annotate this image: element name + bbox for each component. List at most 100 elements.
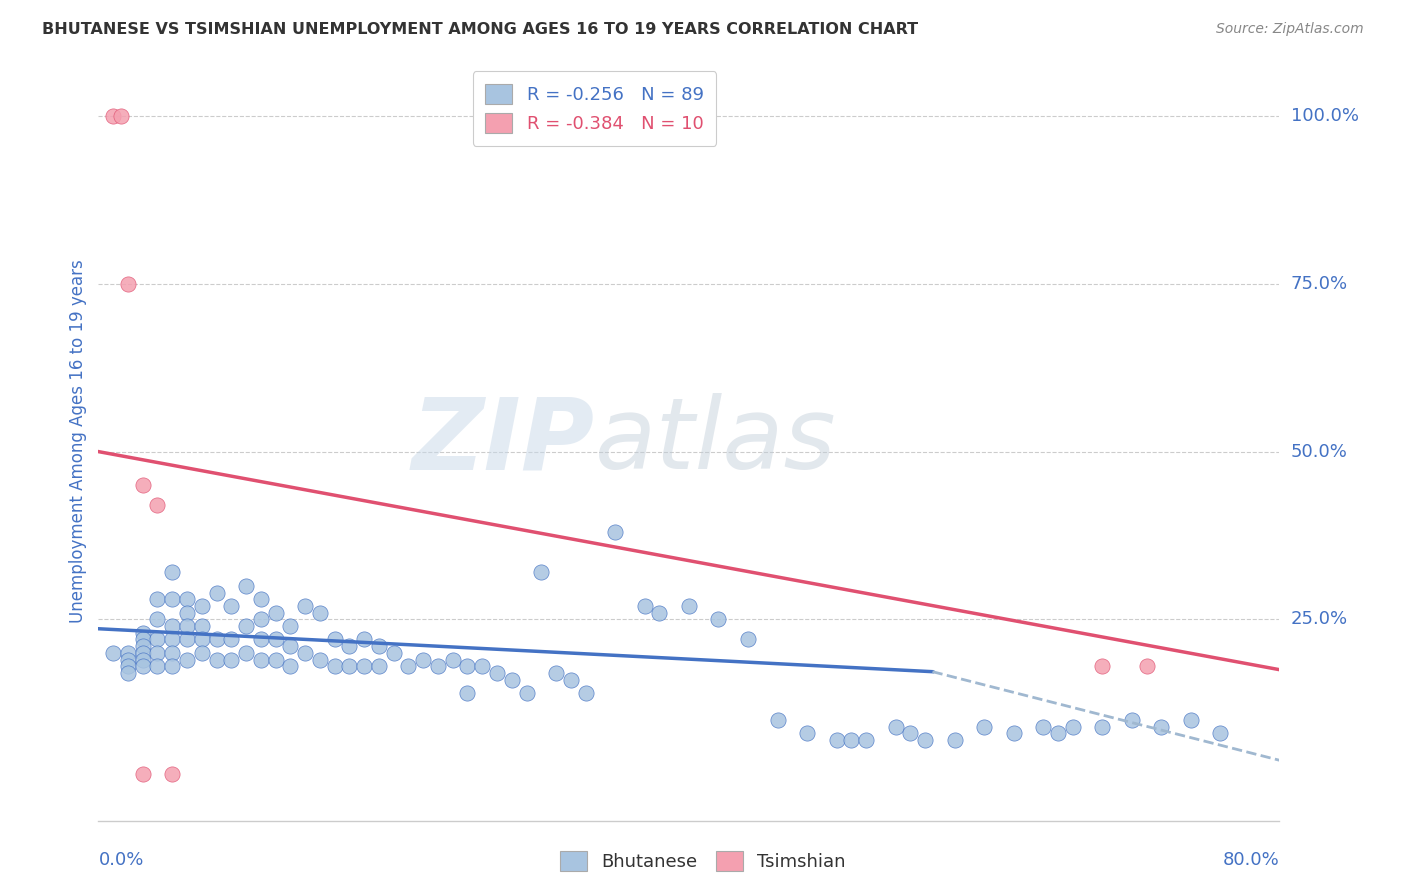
Point — [221, 599, 243, 613]
Point — [250, 632, 273, 647]
Point — [146, 612, 169, 626]
Point — [221, 632, 243, 647]
Point — [235, 646, 257, 660]
Point — [427, 659, 450, 673]
Point — [855, 733, 877, 747]
Point — [280, 619, 302, 633]
Point — [176, 632, 198, 647]
Point — [841, 733, 863, 747]
Point — [678, 599, 700, 613]
Point — [382, 646, 405, 660]
Point — [221, 652, 243, 666]
Point — [546, 666, 568, 681]
Point — [486, 666, 509, 681]
Point — [280, 659, 302, 673]
Point — [205, 652, 228, 666]
Text: 75.0%: 75.0% — [1291, 275, 1348, 293]
Legend: Bhutanese, Tsimshian: Bhutanese, Tsimshian — [553, 844, 853, 879]
Text: 50.0%: 50.0% — [1291, 442, 1347, 460]
Point — [280, 639, 302, 653]
Point — [501, 673, 523, 687]
Point — [191, 619, 214, 633]
Point — [162, 566, 183, 580]
Point — [264, 632, 287, 647]
Point — [884, 720, 907, 734]
Legend: R = -0.256   N = 89, R = -0.384   N = 10: R = -0.256 N = 89, R = -0.384 N = 10 — [472, 71, 717, 145]
Point — [176, 592, 198, 607]
Point — [339, 639, 361, 653]
Point — [825, 733, 848, 747]
Text: atlas: atlas — [595, 393, 837, 490]
Point — [737, 632, 759, 647]
Point — [457, 686, 479, 700]
Point — [176, 606, 198, 620]
Point — [103, 646, 125, 660]
Point — [294, 599, 316, 613]
Point — [1002, 726, 1025, 740]
Point — [250, 592, 273, 607]
Point — [264, 606, 287, 620]
Text: 25.0%: 25.0% — [1291, 610, 1348, 628]
Point — [132, 639, 155, 653]
Point — [117, 277, 139, 291]
Text: BHUTANESE VS TSIMSHIAN UNEMPLOYMENT AMONG AGES 16 TO 19 YEARS CORRELATION CHART: BHUTANESE VS TSIMSHIAN UNEMPLOYMENT AMON… — [42, 22, 918, 37]
Point — [339, 659, 361, 673]
Point — [132, 632, 155, 647]
Point — [1150, 720, 1173, 734]
Point — [162, 592, 183, 607]
Point — [368, 639, 391, 653]
Text: 80.0%: 80.0% — [1223, 851, 1279, 869]
Point — [471, 659, 494, 673]
Point — [110, 109, 132, 123]
Point — [575, 686, 598, 700]
Point — [176, 652, 198, 666]
Point — [191, 632, 214, 647]
Text: Source: ZipAtlas.com: Source: ZipAtlas.com — [1216, 22, 1364, 37]
Point — [264, 652, 287, 666]
Point — [162, 619, 183, 633]
Text: ZIP: ZIP — [412, 393, 595, 490]
Point — [103, 109, 125, 123]
Point — [353, 659, 375, 673]
Point — [162, 659, 183, 673]
Point — [900, 726, 922, 740]
Point — [766, 713, 789, 727]
Point — [294, 646, 316, 660]
Point — [146, 659, 169, 673]
Point — [323, 632, 346, 647]
Point — [205, 585, 228, 599]
Point — [205, 632, 228, 647]
Point — [323, 659, 346, 673]
Point — [132, 652, 155, 666]
Point — [250, 612, 273, 626]
Point — [1136, 659, 1159, 673]
Point — [368, 659, 391, 673]
Point — [648, 606, 671, 620]
Point — [560, 673, 582, 687]
Text: 0.0%: 0.0% — [98, 851, 143, 869]
Point — [117, 652, 139, 666]
Point — [1091, 720, 1114, 734]
Point — [146, 498, 169, 512]
Y-axis label: Unemployment Among Ages 16 to 19 years: Unemployment Among Ages 16 to 19 years — [69, 260, 87, 624]
Point — [191, 599, 214, 613]
Point — [1209, 726, 1232, 740]
Point — [973, 720, 995, 734]
Point — [162, 646, 183, 660]
Point — [117, 646, 139, 660]
Point — [146, 592, 169, 607]
Point — [309, 652, 332, 666]
Point — [1046, 726, 1070, 740]
Point — [191, 646, 214, 660]
Point — [914, 733, 936, 747]
Point — [132, 625, 155, 640]
Point — [943, 733, 966, 747]
Text: 100.0%: 100.0% — [1291, 107, 1358, 125]
Point — [1180, 713, 1202, 727]
Point — [132, 659, 155, 673]
Point — [530, 566, 553, 580]
Point — [132, 478, 155, 492]
Point — [412, 652, 434, 666]
Point — [117, 666, 139, 681]
Point — [707, 612, 730, 626]
